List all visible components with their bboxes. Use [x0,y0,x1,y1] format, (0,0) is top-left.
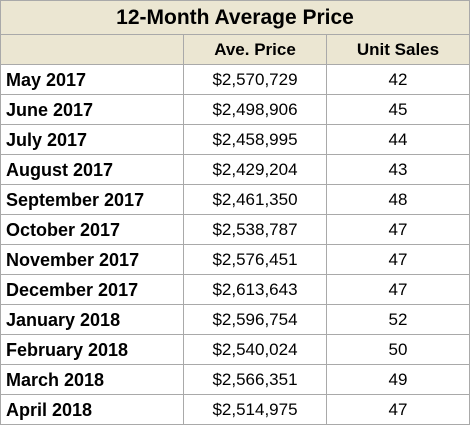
table-row: June 2017 $2,498,906 45 [0,94,470,125]
table-row: May 2017 $2,570,729 42 [0,64,470,95]
table-row: October 2017 $2,538,787 47 [0,214,470,245]
table-row: December 2017 $2,613,643 47 [0,274,470,305]
sales-cell: 52 [326,304,470,335]
sales-cell: 44 [326,124,470,155]
sales-cell: 47 [326,274,470,305]
price-cell: $2,514,975 [183,394,327,425]
sales-cell: 45 [326,94,470,125]
table-row: March 2018 $2,566,351 49 [0,364,470,395]
sales-cell: 50 [326,334,470,365]
sales-cell: 47 [326,244,470,275]
price-cell: $2,540,024 [183,334,327,365]
header-month [0,34,184,65]
header-row: Ave. Price Unit Sales [0,34,470,65]
month-cell: July 2017 [0,124,184,155]
sales-cell: 42 [326,64,470,95]
sales-cell: 47 [326,214,470,245]
sales-cell: 47 [326,394,470,425]
table-row: August 2017 $2,429,204 43 [0,154,470,185]
price-cell: $2,613,643 [183,274,327,305]
month-cell: February 2018 [0,334,184,365]
table-row: July 2017 $2,458,995 44 [0,124,470,155]
price-cell: $2,458,995 [183,124,327,155]
sales-cell: 49 [326,364,470,395]
month-cell: September 2017 [0,184,184,215]
header-unit-sales: Unit Sales [326,34,470,65]
table-row: April 2018 $2,514,975 47 [0,394,470,425]
month-cell: October 2017 [0,214,184,245]
price-cell: $2,538,787 [183,214,327,245]
month-cell: December 2017 [0,274,184,305]
table-row: February 2018 $2,540,024 50 [0,334,470,365]
month-cell: August 2017 [0,154,184,185]
price-cell: $2,570,729 [183,64,327,95]
sales-cell: 48 [326,184,470,215]
price-cell: $2,576,451 [183,244,327,275]
price-cell: $2,429,204 [183,154,327,185]
price-cell: $2,566,351 [183,364,327,395]
month-cell: March 2018 [0,364,184,395]
price-cell: $2,596,754 [183,304,327,335]
sales-cell: 43 [326,154,470,185]
month-cell: January 2018 [0,304,184,335]
price-cell: $2,461,350 [183,184,327,215]
table-title: 12-Month Average Price [0,0,470,35]
table-row: September 2017 $2,461,350 48 [0,184,470,215]
title-row: 12-Month Average Price [0,0,470,35]
month-cell: June 2017 [0,94,184,125]
table-row: January 2018 $2,596,754 52 [0,304,470,335]
month-cell: April 2018 [0,394,184,425]
header-ave-price: Ave. Price [183,34,327,65]
month-cell: May 2017 [0,64,184,95]
month-cell: November 2017 [0,244,184,275]
table-row: November 2017 $2,576,451 47 [0,244,470,275]
price-cell: $2,498,906 [183,94,327,125]
